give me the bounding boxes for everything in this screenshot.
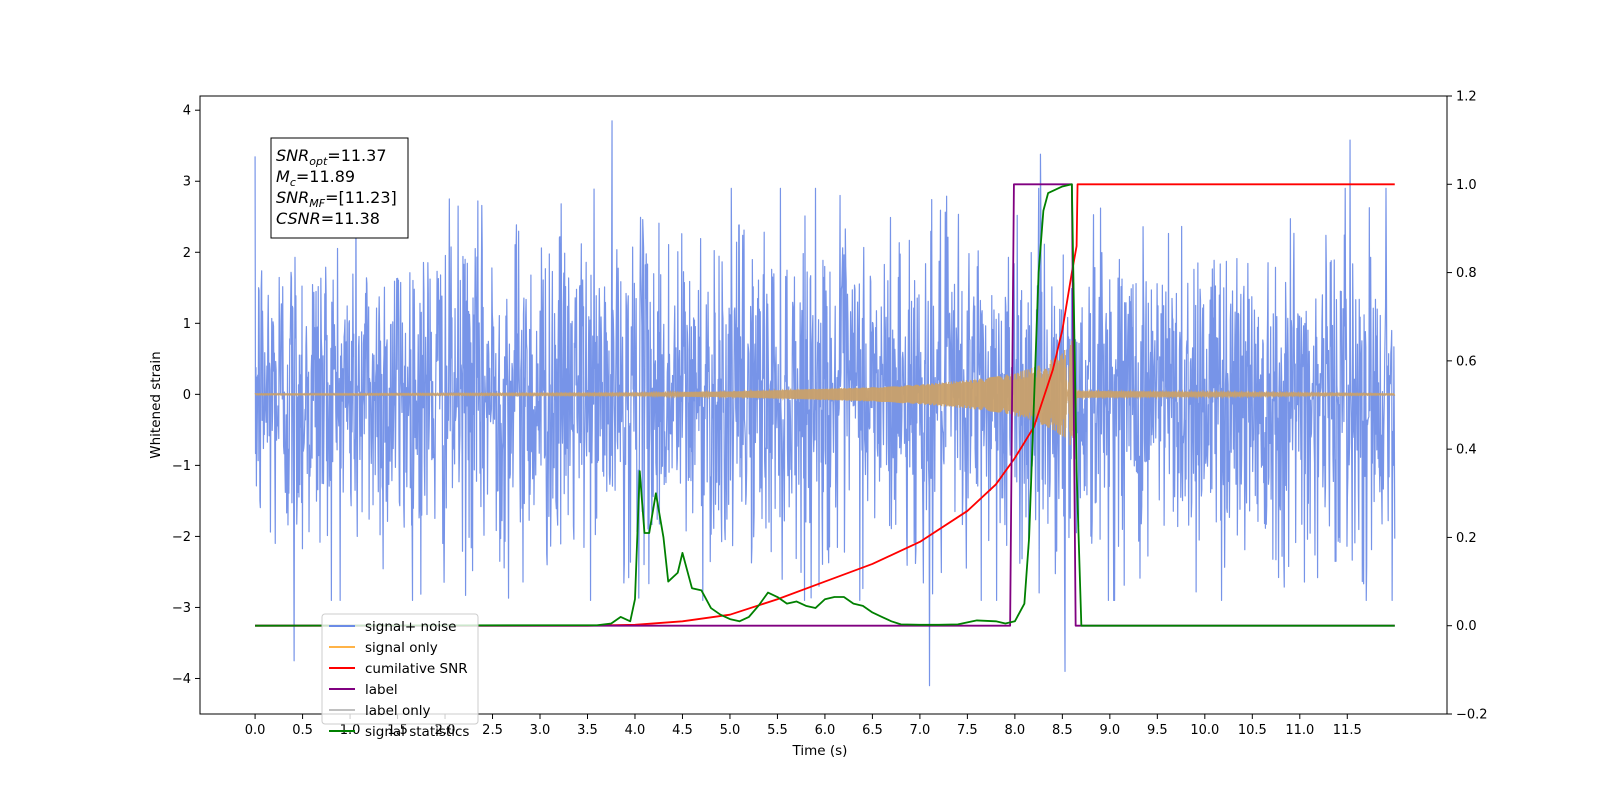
stats-line: SNRopt=11.37	[276, 146, 387, 168]
x-tick-label: 8.0	[1005, 723, 1026, 738]
y2-tick-label: −0.2	[1456, 708, 1488, 723]
stats-line: SNRMF=[11.23]	[276, 188, 397, 210]
y-tick-label: −1	[172, 459, 191, 474]
y-tick-label: 0	[183, 388, 191, 403]
y-tick-label: 4	[183, 104, 191, 119]
y2-tick-label: 0.0	[1456, 619, 1477, 634]
x-tick-label: 9.5	[1147, 723, 1168, 738]
series-signal-only	[254, 338, 1396, 446]
x-tick-label: 3.5	[577, 723, 598, 738]
x-tick-label: 6.0	[815, 723, 836, 738]
x-tick-label: 1.5	[387, 723, 408, 738]
x-tick-label: 11.5	[1333, 723, 1362, 738]
series-signal-statistics	[255, 183, 1395, 627]
stats-line: CSNR=11.38	[276, 209, 380, 228]
x-tick-label: 6.5	[862, 723, 883, 738]
legend: signal+ noise signal only cumilative SNR la…	[321, 613, 479, 740]
x-tick-label: 5.0	[720, 723, 741, 738]
stats-box-frame	[270, 137, 409, 239]
x-tick-label: 5.5	[767, 723, 788, 738]
x-tick-label: 8.5	[1052, 723, 1073, 738]
x-tick-label: 10.0	[1190, 723, 1219, 738]
x-tick-label: 10.5	[1238, 723, 1267, 738]
legend-entry-label: signal+ noise	[365, 619, 456, 635]
y-axis-label: Whitened strain	[148, 351, 164, 458]
plot-frame	[199, 95, 1448, 715]
y-tick-label: −2	[172, 530, 191, 545]
y-tick-label: 1	[183, 317, 191, 332]
y2-tick-label: 1.2	[1456, 90, 1477, 105]
y-tick-label: 3	[183, 175, 191, 190]
x-tick-label: 3.0	[530, 723, 551, 738]
x-axis-label: Time (s)	[792, 743, 848, 759]
stats-annotation-box: SNRopt=11.37Mc=11.89SNRMF=[11.23]CSNR=11…	[270, 137, 409, 239]
x-tick-label: 9.0	[1100, 723, 1121, 738]
x-tick-label: 11.0	[1285, 723, 1314, 738]
x-tick-label: 0.0	[245, 723, 266, 738]
series-layer	[254, 120, 1396, 687]
x-tick-label: 0.5	[292, 723, 313, 738]
y-axis-left: 4 3 2 1 0 −1 −2 −3 −4	[172, 104, 200, 687]
stats-line: Mc=11.89	[276, 167, 355, 189]
x-tick-label: 7.5	[957, 723, 978, 738]
y2-tick-label: 0.4	[1456, 443, 1477, 458]
legend-frame	[321, 613, 479, 725]
y-tick-label: −3	[172, 601, 191, 616]
x-axis: 0.0 0.5 1.0 1.5 2.0 2.5 3.0 3.5 4.0 4.5 5.0 5.5 6.0 6…	[245, 714, 1362, 738]
y-tick-label: −4	[172, 672, 191, 687]
y-tick-label: 2	[183, 246, 191, 261]
x-tick-label: 2.5	[482, 723, 503, 738]
y2-tick-label: 0.6	[1456, 354, 1477, 369]
y-axis-right: 1.2 1.0 0.8 0.6 0.4 0.2 0.0 −0.2	[1447, 90, 1488, 723]
y2-tick-label: 1.0	[1456, 178, 1477, 193]
legend-entry-label: signal only	[365, 640, 438, 656]
x-tick-label: 7.0	[910, 723, 931, 738]
y2-tick-label: 0.8	[1456, 266, 1477, 281]
legend-entry-label: cumilative SNR	[365, 661, 468, 677]
legend-entry-label: label	[365, 682, 398, 698]
x-tick-label: 4.0	[625, 723, 646, 738]
legend-entry-label: label only	[365, 703, 431, 719]
y2-tick-label: 0.2	[1456, 531, 1477, 546]
x-tick-label: 4.5	[672, 723, 693, 738]
legend-entry-label: signal statistics	[365, 724, 469, 740]
x-tick-label: 2.0	[435, 723, 456, 738]
